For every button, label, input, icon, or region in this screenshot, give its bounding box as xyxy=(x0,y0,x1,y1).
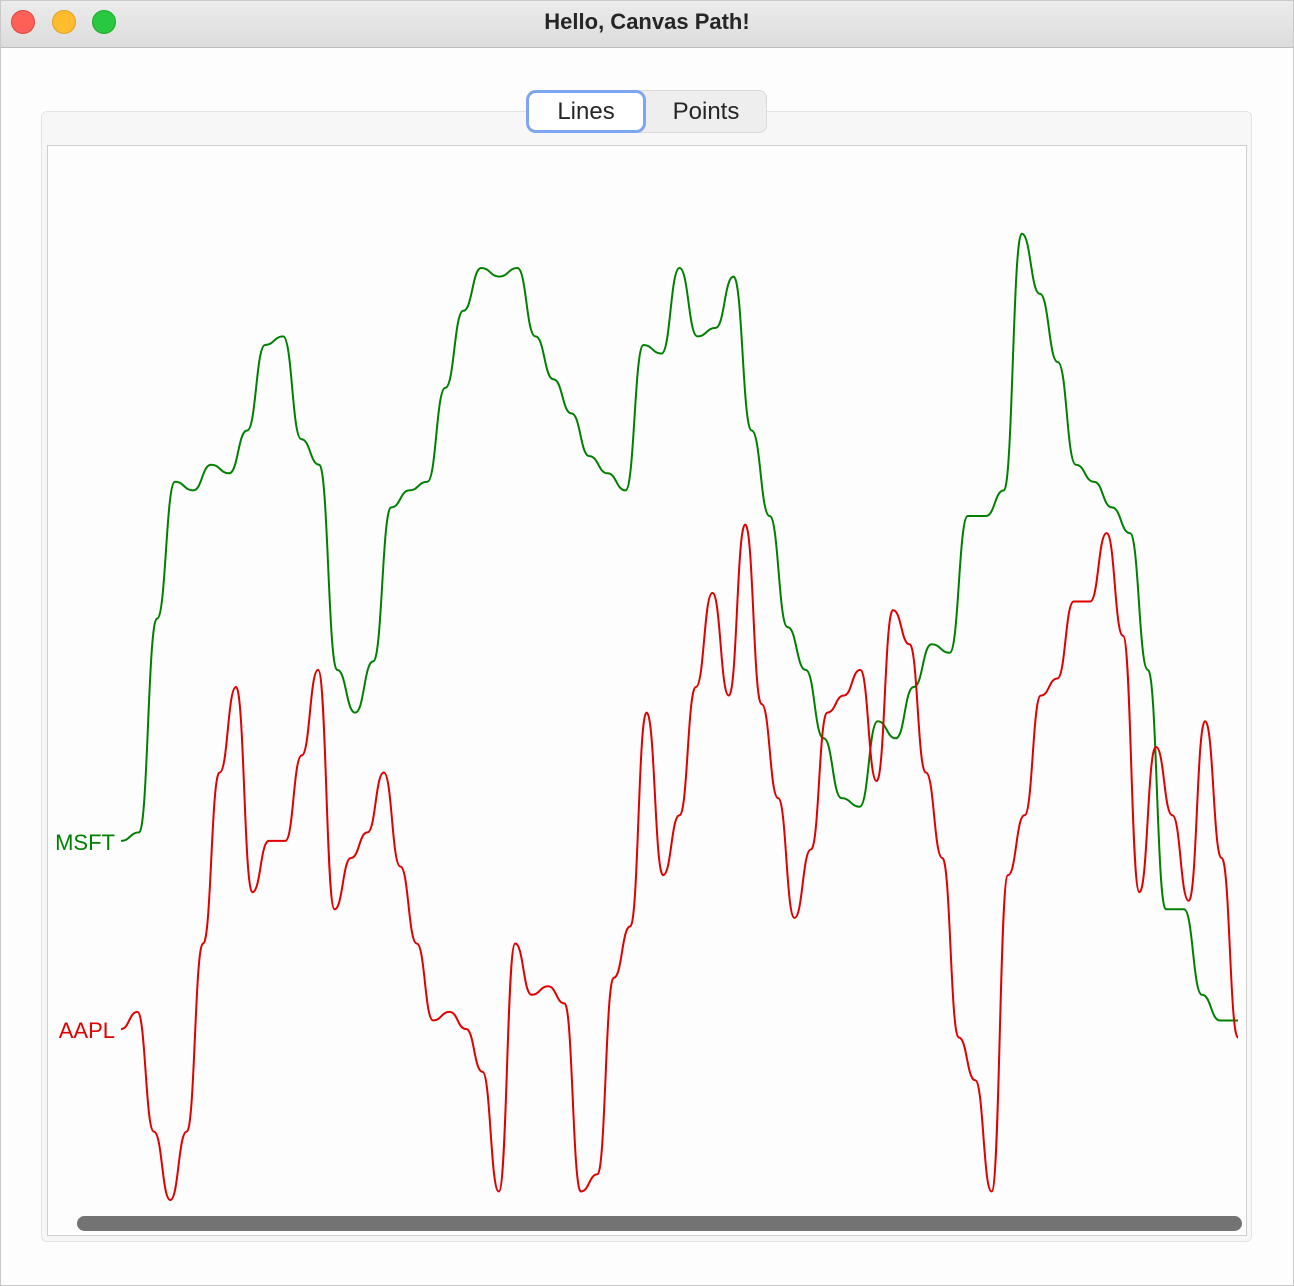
minimize-window-button[interactable] xyxy=(52,10,76,34)
zoom-window-button[interactable] xyxy=(92,10,116,34)
close-window-button[interactable] xyxy=(11,10,35,34)
segment-lines[interactable]: Lines xyxy=(529,93,643,130)
horizontal-scrollbar[interactable] xyxy=(77,1216,1242,1231)
series-line-aapl xyxy=(120,523,1239,1202)
series-line-msft xyxy=(120,232,1238,1022)
line-chart: MSFT AAPL xyxy=(55,232,1239,1202)
window-title: Hello, Canvas Path! xyxy=(544,9,750,34)
chart-mode-segmented-control: Lines Points xyxy=(527,90,767,133)
chart-canvas: MSFT AAPL xyxy=(47,145,1247,1236)
series-label-msft: MSFT xyxy=(55,830,115,855)
title-bar: Hello, Canvas Path! xyxy=(1,1,1293,48)
series-label-aapl: AAPL xyxy=(59,1018,115,1043)
segment-points[interactable]: Points xyxy=(672,98,740,125)
